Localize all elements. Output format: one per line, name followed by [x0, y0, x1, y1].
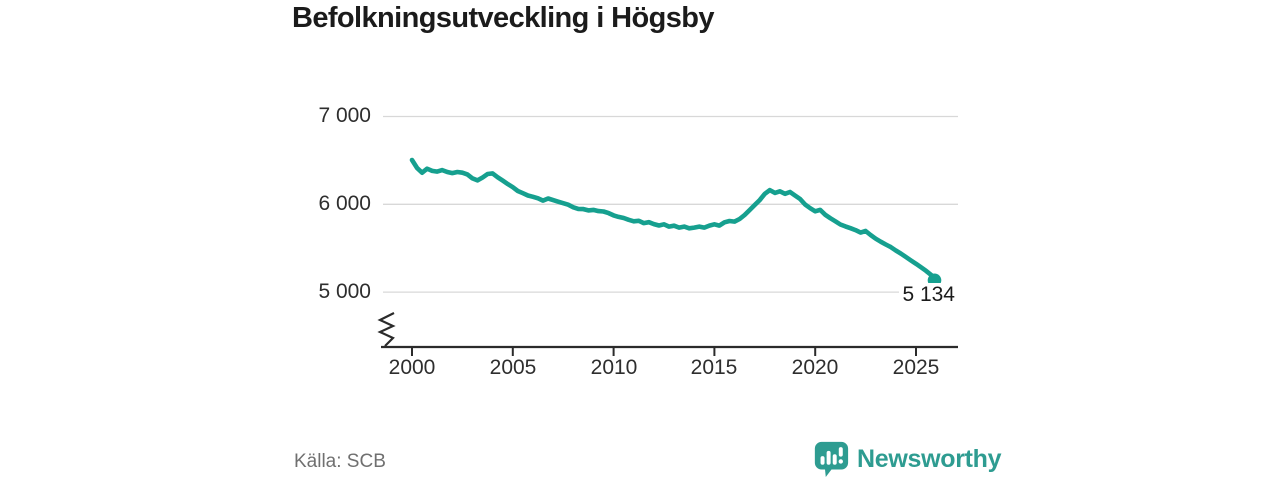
y-axis-tick-label: 5 000 [318, 280, 371, 303]
newsworthy-logo: Newsworthy [812, 440, 1002, 478]
x-axis-tick-label: 2005 [489, 356, 537, 379]
source-note: Källa: SCB [294, 451, 386, 472]
y-axis-tick-label: 6 000 [318, 192, 371, 215]
page-title: Befolkningsutveckling i Högsby [292, 2, 715, 34]
brand-name: Newsworthy [857, 444, 1002, 473]
x-axis-tick-label: 2025 [892, 356, 940, 379]
newsworthy-bubble-chart-icon [814, 441, 849, 478]
x-axis-tick-label: 2000 [388, 356, 436, 379]
y-axis-tick-label: 7 000 [318, 104, 371, 127]
x-axis-tick-label: 2010 [590, 356, 638, 379]
axis-break-icon [377, 312, 396, 347]
x-axis-tick-label: 2020 [791, 356, 839, 379]
last-value-label: 5 134 [899, 283, 958, 307]
x-axis-tick-label: 2015 [690, 356, 738, 379]
population-line [409, 157, 937, 283]
